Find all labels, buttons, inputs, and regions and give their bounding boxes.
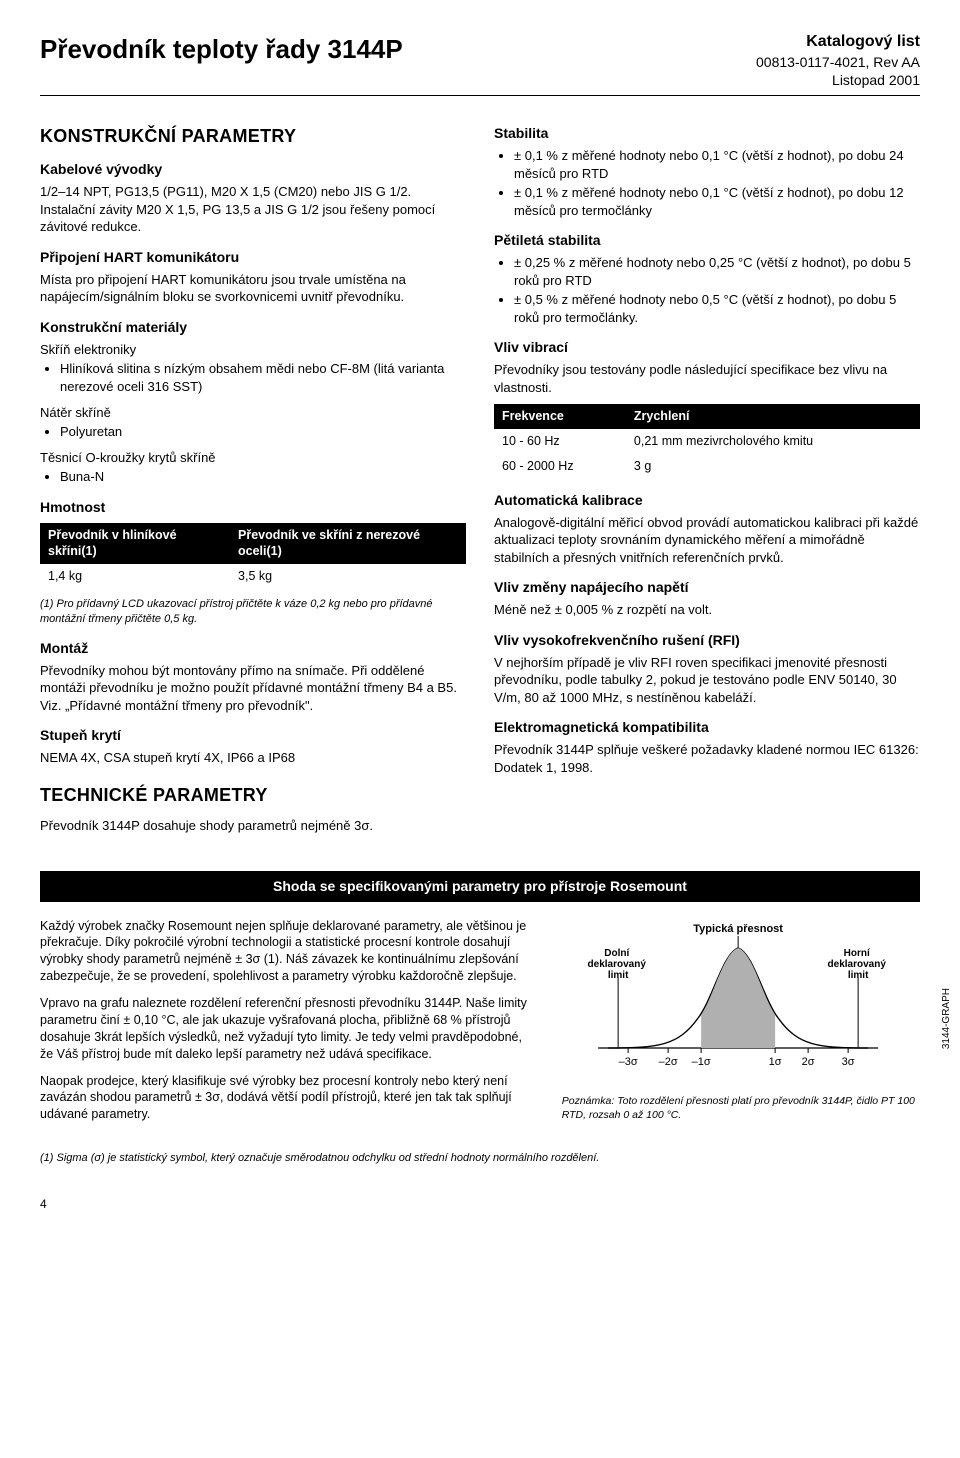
materials-sub1: Skříň elektroniky bbox=[40, 341, 466, 359]
page-number: 4 bbox=[40, 1196, 920, 1212]
main-columns: KONSTRUKČNÍ PARAMETRY Kabelové vývodky 1… bbox=[40, 124, 920, 843]
vibration-heading: Vliv vibrací bbox=[494, 338, 920, 357]
vib-cell-11: 3 g bbox=[626, 454, 920, 479]
materials-heading: Konstrukční materiály bbox=[40, 318, 466, 337]
five-year-item1: ± 0,25 % z měřené hodnoty nebo 0,25 °C (… bbox=[514, 254, 920, 289]
ip-text: NEMA 4X, CSA stupeň krytí 4X, IP66 a IP6… bbox=[40, 749, 466, 767]
weight-heading: Hmotnost bbox=[40, 498, 466, 517]
materials-sub2: Nátěr skříně bbox=[40, 404, 466, 422]
svg-text:–3σ: –3σ bbox=[618, 1056, 637, 1068]
vibration-text: Převodníky jsou testovány podle následuj… bbox=[494, 361, 920, 396]
bottom-p2: Vpravo na grafu naleznete rozdělení refe… bbox=[40, 995, 532, 1063]
tech-params-heading: TECHNICKÉ PARAMETRY bbox=[40, 783, 466, 807]
header-docnum: 00813-0117-4021, Rev AA bbox=[756, 53, 920, 71]
cable-glands-heading: Kabelové vývodky bbox=[40, 160, 466, 179]
emc-heading: Elektromagnetická kompatibilita bbox=[494, 718, 920, 737]
five-year-item2: ± 0,5 % z měřené hodnoty nebo 0,5 °C (vě… bbox=[514, 291, 920, 326]
svg-text:1σ: 1σ bbox=[768, 1056, 781, 1068]
emc-text: Převodník 3144P splňuje veškeré požadavk… bbox=[494, 741, 920, 776]
rosemount-banner: Shoda se specifikovanými parametry pro p… bbox=[40, 871, 920, 902]
calibration-heading: Automatická kalibrace bbox=[494, 491, 920, 510]
stability-item1: ± 0,1 % z měřené hodnoty nebo 0,1 °C (vě… bbox=[514, 147, 920, 182]
hart-heading: Připojení HART komunikátoru bbox=[40, 248, 466, 267]
rfi-text: V nejhorším případě je vliv RFI roven sp… bbox=[494, 654, 920, 707]
hart-text: Místa pro připojení HART komunikátoru js… bbox=[40, 271, 466, 306]
materials-item2: Polyuretan bbox=[60, 423, 466, 441]
materials-list3: Buna-N bbox=[40, 468, 466, 486]
bottom-p1: Každý výrobek značky Rosemount nejen spl… bbox=[40, 918, 532, 986]
vib-col1: Zrychlení bbox=[626, 404, 920, 429]
mount-text: Převodníky mohou být montovány přímo na … bbox=[40, 662, 466, 715]
weight-col0: Převodník v hliníkové skříni(1) bbox=[40, 523, 230, 565]
table-row: 1,4 kg 3,5 kg bbox=[40, 564, 466, 589]
cable-glands-text: 1/2–14 NPT, PG13,5 (PG11), M20 X 1,5 (CM… bbox=[40, 183, 466, 236]
vib-cell-10: 60 - 2000 Hz bbox=[494, 454, 626, 479]
weight-cell-00: 1,4 kg bbox=[40, 564, 230, 589]
svg-text:–1σ: –1σ bbox=[691, 1056, 710, 1068]
five-year-list: ± 0,25 % z měřené hodnoty nebo 0,25 °C (… bbox=[494, 254, 920, 326]
svg-text:3σ: 3σ bbox=[841, 1056, 854, 1068]
vib-col0: Frekvence bbox=[494, 404, 626, 429]
vibration-table: Frekvence Zrychlení 10 - 60 Hz 0,21 mm m… bbox=[494, 404, 920, 479]
table-row: 60 - 2000 Hz 3 g bbox=[494, 454, 920, 479]
stability-heading: Stabilita bbox=[494, 124, 920, 143]
weight-footnote: (1) Pro přídavný LCD ukazovací přístroj … bbox=[40, 597, 466, 627]
weight-table: Převodník v hliníkové skříni(1) Převodní… bbox=[40, 523, 466, 590]
table-row: 10 - 60 Hz 0,21 mm mezivrcholového kmitu bbox=[494, 429, 920, 454]
header-date: Listopad 2001 bbox=[756, 71, 920, 89]
bottom-p3: Naopak prodejce, který klasifikuje své v… bbox=[40, 1073, 532, 1124]
accuracy-distribution-graph: –3σ –2σ –1σ 1σ 2σ 3σ Typická přesnost Do… bbox=[556, 918, 920, 1088]
weight-col1: Převodník ve skříni z nerezové oceli(1) bbox=[230, 523, 466, 565]
vib-cell-00: 10 - 60 Hz bbox=[494, 429, 626, 454]
ip-heading: Stupeň krytí bbox=[40, 726, 466, 745]
header-catalog-label: Katalogový list bbox=[756, 32, 920, 53]
graph-caption: Poznámka: Toto rozdělení přesnosti platí… bbox=[556, 1094, 920, 1122]
construction-params-heading: KONSTRUKČNÍ PARAMETRY bbox=[40, 124, 466, 148]
voltage-text: Méně než ± 0,005 % z rozpětí na volt. bbox=[494, 601, 920, 619]
stability-item2: ± 0,1 % z měřené hodnoty nebo 0,1 °C (vě… bbox=[514, 184, 920, 219]
graph-side-label: 3144-GRAPH bbox=[940, 988, 954, 1049]
right-column: Stabilita ± 0,1 % z měřené hodnoty nebo … bbox=[494, 124, 920, 843]
materials-list2: Polyuretan bbox=[40, 423, 466, 441]
voltage-heading: Vliv změny napájecího napětí bbox=[494, 578, 920, 597]
vib-cell-01: 0,21 mm mezivrcholového kmitu bbox=[626, 429, 920, 454]
svg-text:Dolní deklarovaný: Dolní deklarovaný limit bbox=[587, 948, 648, 981]
page-header: Převodník teploty řady 3144P Katalogový … bbox=[40, 32, 920, 96]
tech-params-text: Převodník 3144P dosahuje shody parametrů… bbox=[40, 817, 466, 835]
materials-sub3: Těsnicí O-kroužky krytů skříně bbox=[40, 449, 466, 467]
left-column: KONSTRUKČNÍ PARAMETRY Kabelové vývodky 1… bbox=[40, 124, 466, 843]
materials-item1: Hliníková slitina s nízkým obsahem mědi … bbox=[60, 360, 466, 395]
five-year-heading: Pětiletá stabilita bbox=[494, 231, 920, 250]
rfi-heading: Vliv vysokofrekvenčního rušení (RFI) bbox=[494, 631, 920, 650]
header-right-block: Katalogový list 00813-0117-4021, Rev AA … bbox=[756, 32, 920, 89]
svg-text:Typická přesnost: Typická přesnost bbox=[693, 923, 783, 935]
sigma-footnote: (1) Sigma (σ) je statistický symbol, kte… bbox=[40, 1151, 920, 1166]
mount-heading: Montáž bbox=[40, 639, 466, 658]
graph-container: –3σ –2σ –1σ 1σ 2σ 3σ Typická přesnost Do… bbox=[556, 918, 920, 1122]
weight-cell-01: 3,5 kg bbox=[230, 564, 466, 589]
svg-text:–2σ: –2σ bbox=[658, 1056, 677, 1068]
calibration-text: Analogově-digitální měřicí obvod provádí… bbox=[494, 514, 920, 567]
stability-list: ± 0,1 % z měřené hodnoty nebo 0,1 °C (vě… bbox=[494, 147, 920, 219]
header-left-title: Převodník teploty řady 3144P bbox=[40, 32, 403, 67]
svg-text:2σ: 2σ bbox=[801, 1056, 814, 1068]
bottom-section: Každý výrobek značky Rosemount nejen spl… bbox=[40, 918, 920, 1134]
materials-list1: Hliníková slitina s nízkým obsahem mědi … bbox=[40, 360, 466, 395]
materials-item3: Buna-N bbox=[60, 468, 466, 486]
svg-text:Horní deklarovaný: Horní deklarovaný limit bbox=[827, 948, 888, 981]
bottom-text-block: Každý výrobek značky Rosemount nejen spl… bbox=[40, 918, 532, 1134]
